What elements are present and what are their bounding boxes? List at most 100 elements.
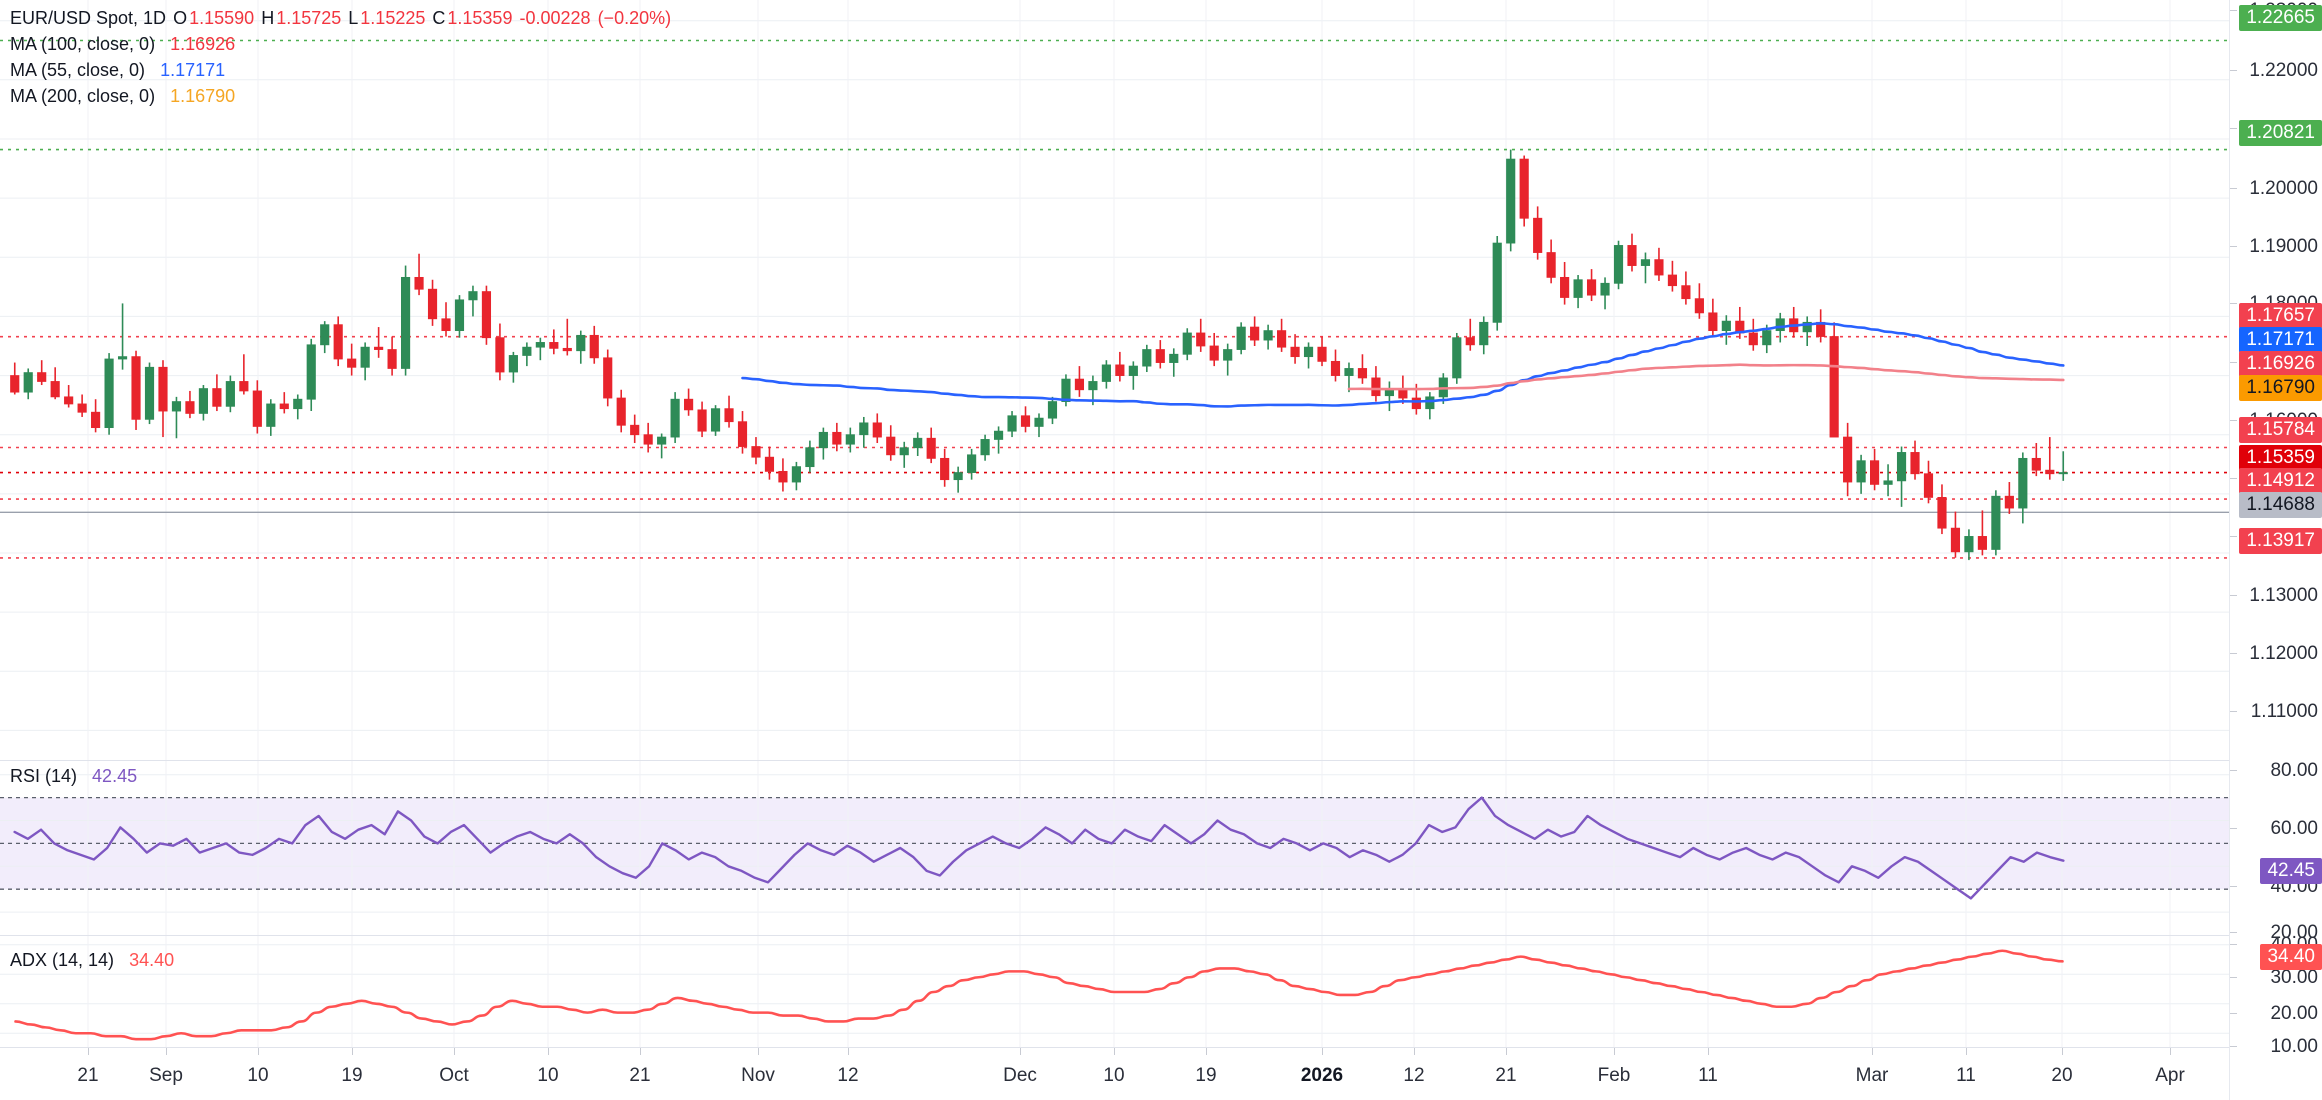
candle-body [993, 430, 1004, 440]
candle-body [1560, 276, 1570, 298]
candle-body [252, 390, 262, 427]
price-axis-badge[interactable]: 1.16926 [2239, 351, 2322, 377]
candle-body [1694, 298, 1704, 314]
candle-body [212, 388, 222, 407]
ma200-legend[interactable]: MA (200, close, 0) 1.16790 [10, 87, 237, 105]
candle-body [320, 324, 330, 346]
candle-body [616, 397, 626, 426]
candle-body [2058, 472, 2068, 475]
ma100-label: MA (100, close, 0) [10, 34, 156, 54]
time-axis-tick: 11 [1956, 1065, 1976, 1086]
candle-body [117, 356, 128, 360]
price-axis-badge[interactable]: 1.17171 [2239, 327, 2322, 353]
price-axis[interactable]: 1.230001.220001.210001.200001.190001.180… [2229, 0, 2322, 1100]
candle-body [347, 358, 357, 368]
candle-body [1250, 326, 1260, 341]
candle-body [468, 291, 478, 301]
ma100-legend[interactable]: MA (100, close, 0) 1.16926 [10, 35, 237, 53]
adx-axis-badge[interactable]: 34.40 [2260, 944, 2322, 970]
candle-body [751, 446, 761, 458]
rsi-axis-badge[interactable]: 42.45 [2260, 858, 2322, 884]
candle-body [1613, 245, 1624, 284]
rsi-pane[interactable] [0, 761, 2230, 935]
time-axis-mark [258, 1048, 259, 1055]
candle-body [508, 355, 518, 373]
candle-body [158, 366, 168, 412]
adx-line [14, 949, 2064, 1041]
candle-body [1384, 389, 1394, 397]
candle-body [1923, 473, 1934, 498]
price-axis-tick-mark [2230, 420, 2237, 421]
candle-body [333, 324, 343, 360]
candle-body [967, 454, 977, 473]
time-axis-mark [1872, 1048, 1873, 1055]
price-axis-tick-mark [2230, 70, 2237, 71]
candle-body [225, 381, 235, 407]
price-axis-tick-mark [2230, 10, 2237, 11]
time-axis-mark [88, 1048, 89, 1055]
price-axis-badge[interactable]: 1.15784 [2239, 417, 2322, 443]
price-axis-badge[interactable]: 1.14912 [2239, 468, 2322, 494]
time-axis-tick: 12 [1403, 1065, 1425, 1086]
ma55-legend[interactable]: MA (55, close, 0) 1.17171 [10, 61, 227, 79]
price-legend[interactable]: EUR/USD Spot, 1D O 1.15590 H 1.15725 L 1.15… [10, 9, 673, 27]
candle-body [427, 288, 438, 320]
candle-body [535, 342, 545, 348]
adx-pane[interactable] [0, 936, 2230, 1048]
rsi-pane-svg [0, 761, 2230, 935]
price-axis-tick-mark [2230, 246, 2237, 247]
price-axis-badge[interactable]: 1.15359 [2239, 445, 2322, 471]
candle-body [562, 347, 572, 352]
adx-axis-tick: 10.00 [2270, 1036, 2318, 1057]
rsi-axis-tick: 20.00 [2270, 922, 2318, 943]
candle-body [1762, 330, 1772, 346]
time-axis-tick: 21 [629, 1065, 651, 1086]
candle-body [1088, 381, 1098, 391]
adx-axis-tick: 30.00 [2270, 967, 2318, 988]
price-axis-badge[interactable]: 1.14688 [2239, 492, 2322, 518]
low-label: L [348, 8, 359, 28]
price-axis-badge[interactable]: 1.17657 [2239, 303, 2322, 329]
time-axis[interactable]: 21 Sep 10 19 Oct 10 21 Nov 12 Dec 10 19 2026 12 21 Feb 1… [0, 1047, 2230, 1100]
price-axis-badge[interactable]: 1.13917 [2239, 528, 2322, 554]
candle-body [724, 408, 734, 423]
adx-legend[interactable]: ADX (14, 14) 34.40 [10, 951, 176, 969]
time-axis-tick: 2026 [1300, 1065, 1344, 1086]
candle-body [2045, 469, 2055, 475]
time-axis-tick: 10 [537, 1065, 559, 1086]
candle-body [441, 318, 451, 332]
candle-body [1546, 252, 1556, 278]
candle-body [980, 439, 990, 456]
price-axis-badge[interactable]: 1.20821 [2239, 120, 2322, 146]
ma55-value: 1.17171 [160, 60, 226, 80]
candle-body [2031, 457, 2041, 471]
candle-body [1452, 337, 1462, 379]
close-label: C [432, 8, 446, 28]
time-axis-tick: 19 [1195, 1065, 1217, 1086]
candle-body [805, 447, 815, 468]
time-axis-mark [640, 1048, 641, 1055]
candle-body [1506, 158, 1516, 244]
candle-body [1964, 536, 1974, 553]
price-pane[interactable] [0, 0, 2230, 760]
candle-body [1896, 452, 1907, 482]
candle-body [603, 357, 613, 399]
candle-body [1290, 346, 1300, 358]
rsi-axis-tick-mark [2230, 932, 2237, 933]
time-axis-tick: 20 [2051, 1065, 2073, 1086]
candle-body [1708, 312, 1718, 332]
change-absolute: -0.00228 [519, 8, 591, 28]
candle-body [481, 291, 492, 339]
price-axis-tick-mark [2230, 303, 2237, 304]
candle-body [1870, 460, 1880, 485]
rsi-legend[interactable]: RSI (14) 42.45 [10, 767, 139, 785]
price-axis-badge[interactable]: 1.16790 [2239, 375, 2322, 401]
candle-body [1425, 396, 1435, 410]
price-axis-badge[interactable]: 1.22665 [2239, 5, 2322, 31]
candle-body [899, 447, 909, 456]
candle-body [1573, 279, 1583, 298]
candle-body [1937, 496, 1947, 529]
candle-body [37, 372, 47, 382]
low-value: 1.15225 [360, 8, 426, 28]
candle-body [845, 434, 855, 445]
